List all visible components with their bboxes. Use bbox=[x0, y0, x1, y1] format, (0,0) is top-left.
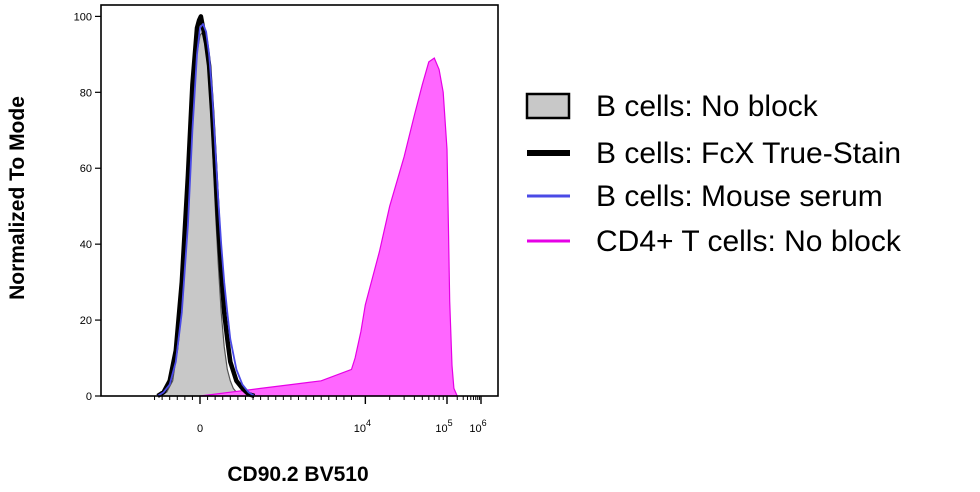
y-axis-ticks: 0 20 40 60 80 100 bbox=[74, 11, 101, 403]
x-tick-label: 105 bbox=[435, 418, 452, 435]
area-cd4-t-cells-no-block bbox=[199, 57, 459, 397]
legend-swatch bbox=[525, 92, 571, 120]
y-tick-label: 80 bbox=[80, 87, 92, 99]
x-tick-base: 0 bbox=[197, 423, 203, 435]
x-tick-label: 104 bbox=[354, 418, 371, 435]
x-tick-base: 10 bbox=[354, 423, 366, 435]
legend: B cells: No block B cells: FcX True-Stain… bbox=[525, 90, 902, 258]
y-tick-label: 100 bbox=[74, 11, 92, 23]
x-tick-base: 10 bbox=[469, 423, 481, 435]
legend-label: B cells: Mouse serum bbox=[596, 180, 883, 213]
legend-label: CD4+ T cells: No block bbox=[596, 225, 902, 258]
x-tick-exponent: 6 bbox=[482, 418, 487, 428]
legend-label: B cells: FcX True-Stain bbox=[596, 137, 901, 170]
x-axis-ticks: 0 104 105 106 bbox=[154, 396, 487, 435]
x-tick-exponent: 5 bbox=[448, 418, 453, 428]
plot-frame bbox=[100, 4, 499, 397]
line-b-cells-fcx-true-stain bbox=[156, 14, 256, 399]
series-layer bbox=[156, 14, 459, 399]
x-tick-base: 10 bbox=[435, 423, 447, 435]
y-tick-label: 40 bbox=[80, 239, 92, 251]
x-tick-label: 0 bbox=[197, 423, 203, 435]
y-tick-label: 0 bbox=[86, 391, 92, 403]
legend-label: B cells: No block bbox=[596, 90, 819, 123]
y-axis-label: Normalized To Mode bbox=[6, 96, 29, 300]
line-b-cells-mouse-serum bbox=[157, 23, 255, 397]
x-tick-exponent: 4 bbox=[366, 418, 371, 428]
x-axis-label: CD90.2 BV510 bbox=[227, 463, 368, 486]
x-tick-label: 106 bbox=[469, 418, 486, 435]
y-tick-label: 60 bbox=[80, 163, 92, 175]
y-tick-label: 20 bbox=[80, 315, 92, 327]
